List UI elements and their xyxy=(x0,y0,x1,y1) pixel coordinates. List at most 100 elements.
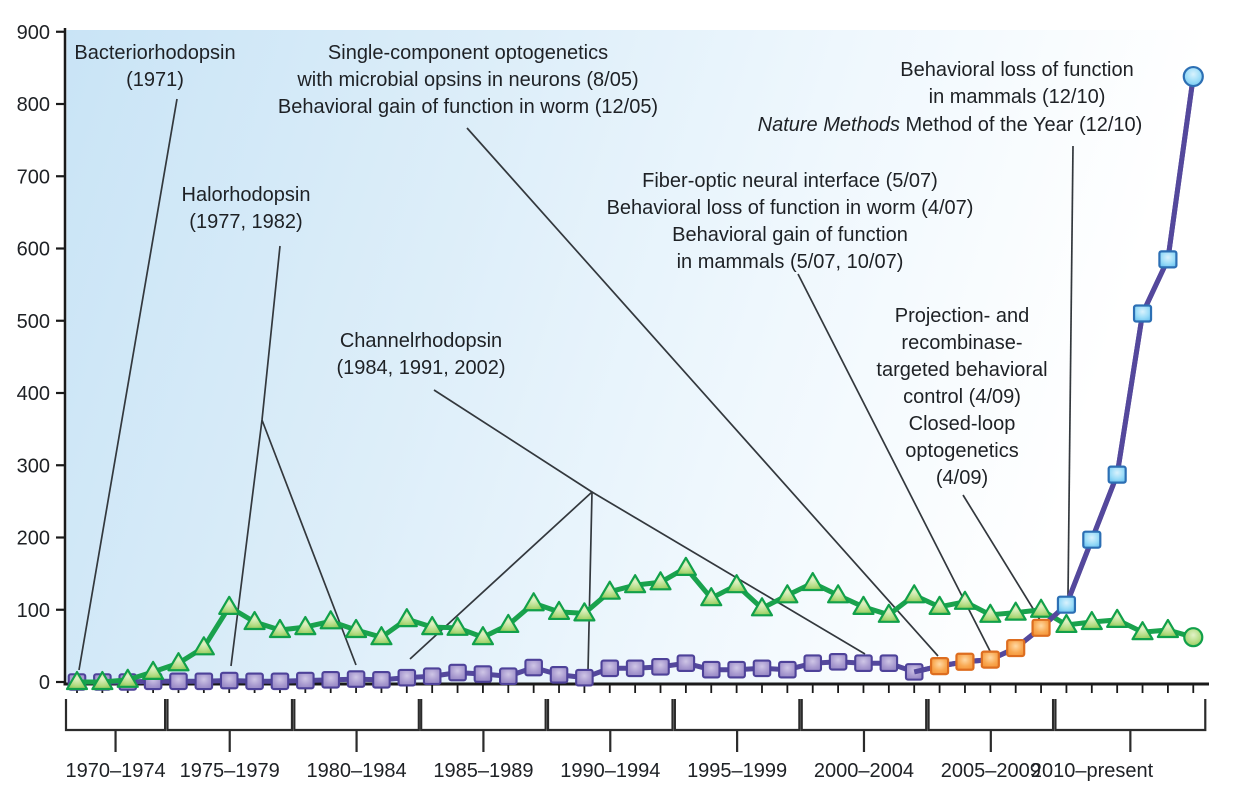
y-tick-label-700: 700 xyxy=(17,166,50,188)
triangle-marker-1994 xyxy=(649,571,672,591)
triangle-marker-2014 xyxy=(1156,618,1180,639)
square-marker-1995 xyxy=(676,654,696,673)
triangle-marker-2001 xyxy=(826,584,850,604)
y-tick-label-100: 100 xyxy=(17,600,50,622)
triangle-marker-1983 xyxy=(370,626,393,646)
triangle-marker-2005 xyxy=(928,595,951,615)
triangle-marker-1979 xyxy=(268,618,292,639)
orange-square-marker-2009 xyxy=(1031,618,1051,637)
blue-square-marker-2010 xyxy=(1056,595,1077,614)
square-marker-1999 xyxy=(778,660,797,679)
blue-square-marker-2013 xyxy=(1132,304,1153,323)
triangle-marker-2006 xyxy=(953,590,977,610)
triangle-series-end-circle-present xyxy=(1183,627,1204,648)
triangle-marker-1988 xyxy=(497,613,520,634)
x-group-label-2000–2004: 2000–2004 xyxy=(814,760,914,782)
square-marker-1975 xyxy=(169,672,188,691)
x-group-label-1975–1979: 1975–1979 xyxy=(180,760,280,782)
square-marker-1983 xyxy=(372,671,391,689)
triangle-marker-1995 xyxy=(674,556,697,576)
triangle-marker-1986 xyxy=(446,616,469,636)
square-marker-1997 xyxy=(727,660,746,679)
y-tick-label-500: 500 xyxy=(17,311,50,333)
square-marker-1982 xyxy=(346,670,366,688)
leader-line-channelrhodopsin-3 xyxy=(591,491,866,655)
orange-square-marker-2007 xyxy=(980,650,1000,669)
x-group-label-2010–present: 2010–present xyxy=(1031,760,1154,782)
square-marker-1990 xyxy=(549,665,569,684)
y-tick-label-400: 400 xyxy=(17,383,50,405)
square-marker-1981 xyxy=(321,671,341,689)
triangle-marker-2007 xyxy=(979,603,1002,623)
triangle-marker-1989 xyxy=(522,592,545,612)
triangle-marker-1976 xyxy=(192,636,215,656)
x-group-bracket-2010–present xyxy=(1054,699,1207,752)
triangle-marker-2010 xyxy=(1055,613,1078,634)
blue-square-marker-2014 xyxy=(1158,250,1178,269)
orange-square-marker-2005 xyxy=(929,657,950,676)
square-marker-1993 xyxy=(625,659,645,678)
x-group-bracket-1985–1989 xyxy=(420,699,547,752)
leader-line-projection-closed-loop xyxy=(962,494,1041,621)
triangle-marker-1975 xyxy=(167,652,190,672)
y-tick-label-600: 600 xyxy=(17,239,50,261)
triangle-marker-1972 xyxy=(91,670,114,691)
blue-square-marker-2012 xyxy=(1107,465,1127,484)
plot-background xyxy=(66,30,1209,684)
square-marker-1987 xyxy=(473,665,493,683)
leader-line-behavioral-loss-mammals xyxy=(1067,145,1074,597)
triangle-marker-1999 xyxy=(776,584,799,604)
blue-square-marker-2011 xyxy=(1082,530,1102,549)
triangle-marker-1987 xyxy=(471,626,495,646)
triangle-marker-1997 xyxy=(725,574,748,594)
x-group-label-2005–2009: 2005–2009 xyxy=(941,760,1041,782)
x-group-bracket-1995–1999 xyxy=(673,699,801,752)
x-group-label-1970–1974: 1970–1974 xyxy=(66,760,166,782)
orange-square-marker-2008 xyxy=(1006,638,1026,658)
square-marker-1979 xyxy=(270,672,290,691)
square-marker-1998 xyxy=(752,659,772,678)
square-marker-1984 xyxy=(397,668,417,687)
y-tick-label-200: 200 xyxy=(17,528,50,550)
x-group-label-1980–1984: 1980–1984 xyxy=(307,760,407,782)
triangle-marker-1996 xyxy=(700,587,723,607)
square-marker-1978 xyxy=(245,672,264,691)
y-tick-label-900: 900 xyxy=(17,22,50,44)
triangle-marker-2003 xyxy=(877,603,900,623)
leader-line-fiber-optic-block xyxy=(797,273,991,652)
square-marker-2003 xyxy=(879,654,899,673)
triangle-marker-1980 xyxy=(294,615,317,636)
triangle-marker-1978 xyxy=(243,610,266,631)
orange-square-marker-2006 xyxy=(955,652,975,671)
square-marker-1992 xyxy=(600,659,620,678)
square-marker-1996 xyxy=(701,660,721,679)
square-marker-2002 xyxy=(854,654,873,673)
x-group-bracket-1980–1984 xyxy=(293,699,420,752)
triangle-marker-2000 xyxy=(801,571,824,592)
leader-line-bacteriorhodopsin xyxy=(78,98,178,671)
square-series-end-circle-present xyxy=(1182,65,1204,88)
x-group-bracket-1990–1994 xyxy=(546,699,674,752)
x-group-label-1985–1989: 1985–1989 xyxy=(433,760,533,782)
square-marker-1994 xyxy=(651,658,670,676)
triangle-marker-2008 xyxy=(1004,601,1027,621)
triangle-marker-1990 xyxy=(547,600,571,621)
triangle-marker-1992 xyxy=(598,580,621,600)
x-group-label-1990–1994: 1990–1994 xyxy=(560,760,660,782)
square-marker-1976 xyxy=(194,672,214,691)
triangle-marker-1984 xyxy=(395,608,418,628)
triangle-marker-1982 xyxy=(344,618,368,639)
triangle-marker-1974 xyxy=(142,660,165,680)
y-tick-label-0: 0 xyxy=(39,672,50,694)
triangle-marker-1998 xyxy=(750,597,774,617)
leader-line-single-component-optogenetics xyxy=(466,127,939,657)
triangle-marker-2009 xyxy=(1029,598,1053,618)
triangle-marker-1981 xyxy=(319,610,342,630)
square-marker-2000 xyxy=(803,654,823,673)
triangle-marker-2004 xyxy=(903,584,926,604)
x-group-bracket-2000–2004 xyxy=(800,699,928,752)
triangle-marker-2013 xyxy=(1131,621,1154,641)
y-tick-label-300: 300 xyxy=(17,455,50,477)
